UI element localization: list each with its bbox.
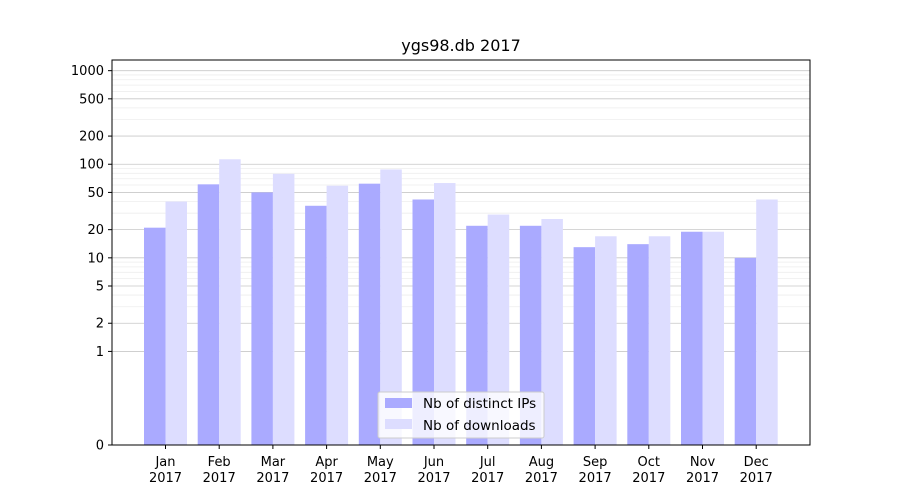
x-tick-label-month: Jun [423,455,444,470]
bar-distinct-ips-jul [466,225,488,445]
x-tick-label-year: 2017 [417,471,450,486]
x-tick-label-month: Dec [744,455,769,470]
legend-box [377,391,545,439]
bar-downloads-oct [648,236,671,445]
bar-downloads-dec [756,199,778,445]
bar-downloads-jan [165,201,187,445]
x-tick-label-year: 2017 [256,471,289,486]
bar-downloads-nov [702,231,724,445]
bar-distinct-ips-jan [144,227,166,445]
x-tick-label-month: Feb [208,455,231,470]
y-tick-label: 5 [96,280,104,295]
bar-downloads-apr [326,185,349,446]
bar-downloads-jul [487,214,510,445]
x-tick-label-year: 2017 [525,471,558,486]
bar-distinct-ips-apr [305,205,327,445]
legend-swatch-distinct-ips [385,398,412,408]
legend: Nb of distinct IPs Nb of downloads [377,391,545,439]
y-tick-label: 100 [79,158,104,173]
x-tick-label-year: 2017 [203,471,236,486]
x-tick-label-month: Mar [261,455,286,470]
y-tick-label: 1 [96,345,104,360]
x-tick-label-year: 2017 [579,471,612,486]
bar-downloads-jun [434,183,456,446]
y-tick-label: 200 [79,130,104,145]
bars [144,159,778,446]
x-tick-label-month: May [367,455,394,470]
y-tick-label: 50 [87,186,104,201]
x-tick-label-month: Jul [479,455,496,470]
x-tick-label-month: Aug [529,455,554,470]
y-tick-label: 0 [96,439,104,454]
y-tick-label: 20 [87,223,104,238]
x-tick-label-year: 2017 [686,471,719,486]
x-tick-label-year: 2017 [149,471,182,486]
legend-label-downloads: Nb of downloads [423,418,536,434]
x-tick-label-year: 2017 [740,471,773,486]
bar-distinct-ips-aug [519,225,542,445]
x-axis: Jan2017Feb2017Mar2017Apr2017May2017Jun20… [149,445,773,486]
bar-distinct-ips-feb [197,184,220,445]
x-tick-label-month: Oct [638,455,660,470]
plot-frame [111,59,811,446]
x-tick-label-year: 2017 [364,471,397,486]
bar-distinct-ips-nov [681,231,703,445]
chart-title: ygs98.db 2017 [401,36,521,55]
bar-distinct-ips-mar [251,192,273,445]
y-tick-label: 2 [96,317,104,332]
bar-downloads-mar [272,173,295,446]
bar-distinct-ips-jun [412,199,434,445]
bar-distinct-ips-dec [734,257,757,445]
bar-distinct-ips-oct [627,244,649,445]
bar-downloads-may [380,169,402,446]
x-tick-label-month: Nov [690,455,716,470]
bar-distinct-ips-sep [573,247,596,445]
y-tick-label: 500 [79,92,104,107]
bar-downloads-sep [595,236,617,445]
bar-downloads-feb [219,159,241,446]
x-tick-label-month: Jan [154,455,175,470]
x-tick-label-year: 2017 [471,471,504,486]
y-tick-label: 10 [87,251,104,266]
legend-label-distinct-ips: Nb of distinct IPs [423,396,536,412]
x-tick-label-year: 2017 [310,471,343,486]
x-tick-label-month: Apr [315,455,338,470]
y-axis: 0 1 2 5 10 20 50 100 200 500 1000 [71,64,112,454]
bar-downloads-aug [541,218,563,445]
legend-swatch-downloads [385,419,412,429]
bar-distinct-ips-may [358,183,381,445]
x-tick-label-year: 2017 [632,471,665,486]
y-tick-label: 1000 [71,64,104,79]
x-tick-label-month: Sep [583,455,608,470]
